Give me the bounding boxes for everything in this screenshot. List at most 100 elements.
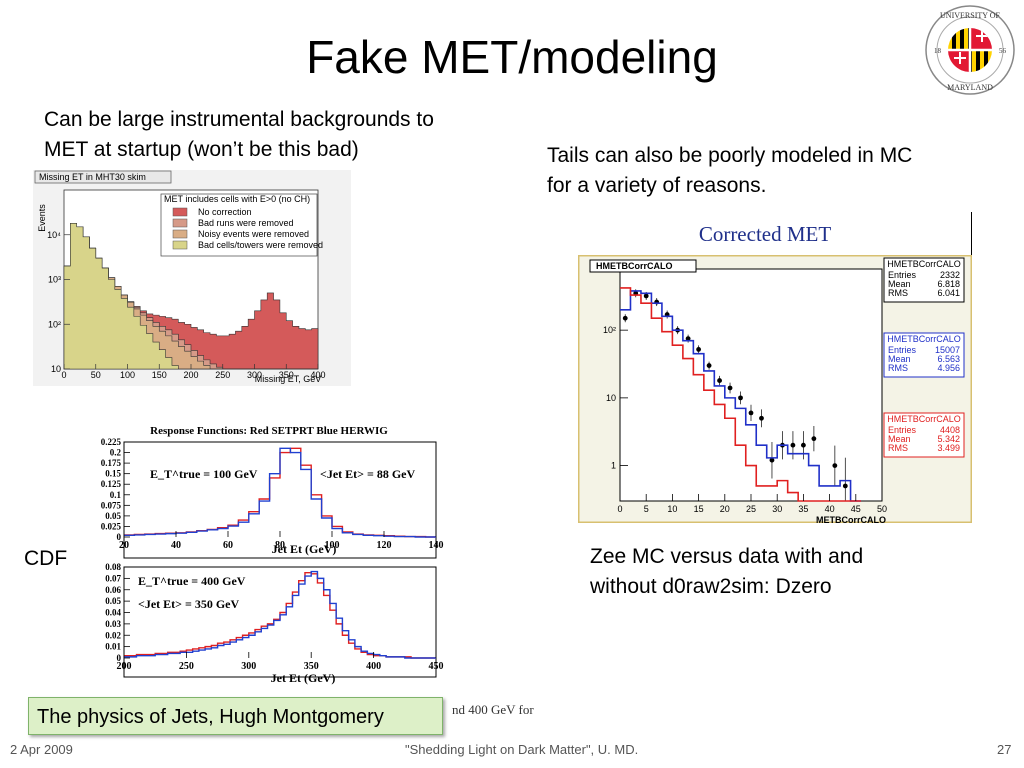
chart4-ytick-label: 0.03 bbox=[105, 619, 121, 629]
chart1-ylabel: Events bbox=[37, 204, 47, 232]
chart1-legend-label-1: Bad runs were removed bbox=[198, 218, 294, 228]
left-text-line-1: Can be large instrumental backgrounds to bbox=[44, 108, 434, 131]
chart2-data-point bbox=[727, 385, 733, 391]
chart1-legend-swatch-1 bbox=[172, 218, 188, 228]
chart1-xtick-label: 350 bbox=[279, 370, 294, 380]
chart2-xtick-label: 5 bbox=[644, 504, 649, 514]
chart1-title: Missing ET in MHT30 skim bbox=[39, 172, 146, 182]
chart2-data-point bbox=[706, 363, 712, 368]
chart2-data-point bbox=[696, 346, 701, 352]
chart2-data-point bbox=[622, 315, 628, 321]
chart2-data-point bbox=[769, 457, 775, 463]
chart1-xtick-label: 50 bbox=[91, 370, 101, 380]
chart3-ytick-label: 0.05 bbox=[105, 511, 121, 521]
footer-date: 2 Apr 2009 bbox=[10, 742, 73, 757]
chart4-xtick-label: 300 bbox=[241, 661, 256, 672]
footer-page-number: 27 bbox=[997, 742, 1012, 757]
left-text-line-2: MET at startup (won’t be this bad) bbox=[44, 138, 359, 161]
chart1-title-box bbox=[34, 170, 172, 184]
chart2-stats-value: 3.499 bbox=[937, 443, 960, 453]
chart1-legend-swatch-0 bbox=[172, 207, 188, 217]
logo-top-text: UNIVERSITY OF bbox=[940, 11, 1000, 20]
chart2-stats-key: Mean bbox=[888, 354, 911, 364]
zee-text-line-2: without d0raw2sim: Dzero bbox=[590, 575, 832, 598]
chart1-xtick-label: 100 bbox=[120, 370, 135, 380]
chart4-xtick-label: 200 bbox=[117, 661, 132, 672]
chart2-stats-box-0 bbox=[883, 257, 965, 303]
chart3-ytick-label: 0.225 bbox=[101, 437, 122, 447]
chart2-stats-key: Entries bbox=[888, 425, 917, 435]
chart3-ytick-label: 0.175 bbox=[101, 458, 122, 468]
chart4-annotation-right: <Jet Et> = 350 GeV bbox=[138, 597, 239, 611]
chart4-ytick-label: 0.02 bbox=[105, 630, 121, 640]
clipped-caption-text: nd 400 GeV for bbox=[452, 702, 534, 717]
chart2-xtick-label: 45 bbox=[851, 504, 861, 514]
chart4-xlabel: Jet Et (GeV) bbox=[271, 671, 336, 685]
chart2-data-point bbox=[842, 483, 848, 489]
chart2-xtick-label: 20 bbox=[720, 504, 730, 514]
chart3-xtick-label: 60 bbox=[223, 540, 233, 551]
chart1-ytick-label: 10⁴ bbox=[47, 230, 61, 240]
chart1-ytick-label: 10³ bbox=[48, 275, 61, 285]
chart2-xtick-label: 30 bbox=[772, 504, 782, 514]
chart2-stats-key: Mean bbox=[888, 279, 911, 289]
corrected-met-chart: HMETBCorrCALO 0 5 10 15 20 25 30 35 40 45 50 1 10 10²… bbox=[578, 255, 972, 523]
chart2-stats-key: RMS bbox=[888, 363, 908, 373]
chart1-legend-title: MET includes cells with E>0 (no CH) bbox=[164, 194, 310, 204]
zee-text: Zee MC versus data with and without d0ra… bbox=[590, 542, 863, 602]
chart2-data-point bbox=[643, 293, 649, 299]
chart2-stats-box-2 bbox=[883, 412, 965, 458]
chart2-data-point bbox=[811, 436, 817, 442]
chart1-ytick-label: 10 bbox=[51, 364, 61, 374]
chart2-data-point bbox=[717, 378, 722, 383]
chart4-ytick-label: 0.07 bbox=[105, 573, 121, 583]
footer-title: "Shedding Light on Dark Matter", U. MD. bbox=[405, 742, 639, 757]
chart3-ytick-label: 0.125 bbox=[101, 479, 122, 489]
chart2-xtick-label: 10 bbox=[667, 504, 677, 514]
chart2-data-point bbox=[685, 336, 691, 342]
chart3-xtick-label: 40 bbox=[171, 540, 181, 551]
chart2-xtick-label: 35 bbox=[798, 504, 808, 514]
chart2-plot-area bbox=[619, 268, 883, 502]
chart2-stats-key: RMS bbox=[888, 443, 908, 453]
chart4-xtick-label: 400 bbox=[366, 661, 381, 672]
chart3-title: Response Functions: Red SETPRT Blue HERW… bbox=[150, 425, 388, 437]
chart2-stats-value: 6.818 bbox=[937, 279, 960, 289]
cdf-label: CDF bbox=[24, 547, 68, 570]
chart4-ytick-label: 0.08 bbox=[105, 562, 121, 572]
chart2-xlabel: METBCorrCALO bbox=[816, 515, 886, 523]
chart2-data-point bbox=[790, 442, 796, 448]
chart2-hist-label: HMETBCorrCALO bbox=[596, 261, 673, 271]
chart3-ytick-label: 0.025 bbox=[101, 521, 122, 531]
chart2-stats-key: Entries bbox=[888, 345, 917, 355]
chart2-stats-key: Mean bbox=[888, 434, 911, 444]
chart4-ytick-label: 0 bbox=[117, 653, 122, 663]
chart2-stats-value: 15007 bbox=[935, 345, 960, 355]
chart1-legend-label-2: Noisy events were removed bbox=[198, 229, 309, 239]
chart2-stats-title-0: HMETBCorrCALO bbox=[887, 259, 961, 269]
university-seal-logo: UNIVERSITY OF MARYLAND 18 56 bbox=[925, 5, 1015, 95]
chart4-plot-area bbox=[123, 566, 437, 678]
chart3-xtick-label: 140 bbox=[429, 540, 444, 551]
chart4-xtick-label: 250 bbox=[179, 661, 194, 672]
chart4-ytick-label: 0.01 bbox=[105, 642, 121, 652]
chart2-stats-value: 4408 bbox=[940, 425, 960, 435]
chart3-ytick-label: 0.2 bbox=[110, 448, 122, 458]
chart2-xtick-label: 50 bbox=[877, 504, 887, 514]
chart2-stats-value: 6.041 bbox=[937, 288, 960, 298]
chart3-xtick-label: 80 bbox=[275, 540, 285, 551]
right-text: Tails can also be poorly modeled in MC f… bbox=[547, 141, 912, 201]
chart4-series-1 bbox=[124, 570, 436, 659]
slide-title: Fake MET/modeling bbox=[306, 31, 718, 83]
chart2-stats-title-1: HMETBCorrCALO bbox=[887, 334, 961, 344]
chart1-legend-label-0: No correction bbox=[198, 207, 252, 217]
chart4-ytick-label: 0.04 bbox=[105, 608, 121, 618]
chart2-xtick-label: 40 bbox=[825, 504, 835, 514]
chart2-stats-title-2: HMETBCorrCALO bbox=[887, 414, 961, 424]
chart2-xtick-label: 15 bbox=[694, 504, 704, 514]
chart1-xtick-label: 0 bbox=[61, 370, 66, 380]
chart4-ytick-label: 0.05 bbox=[105, 596, 121, 606]
chart2-data-point bbox=[832, 463, 838, 468]
left-text: Can be large instrumental backgrounds to… bbox=[44, 105, 434, 165]
chart1-ytick-label: 10² bbox=[48, 319, 61, 329]
